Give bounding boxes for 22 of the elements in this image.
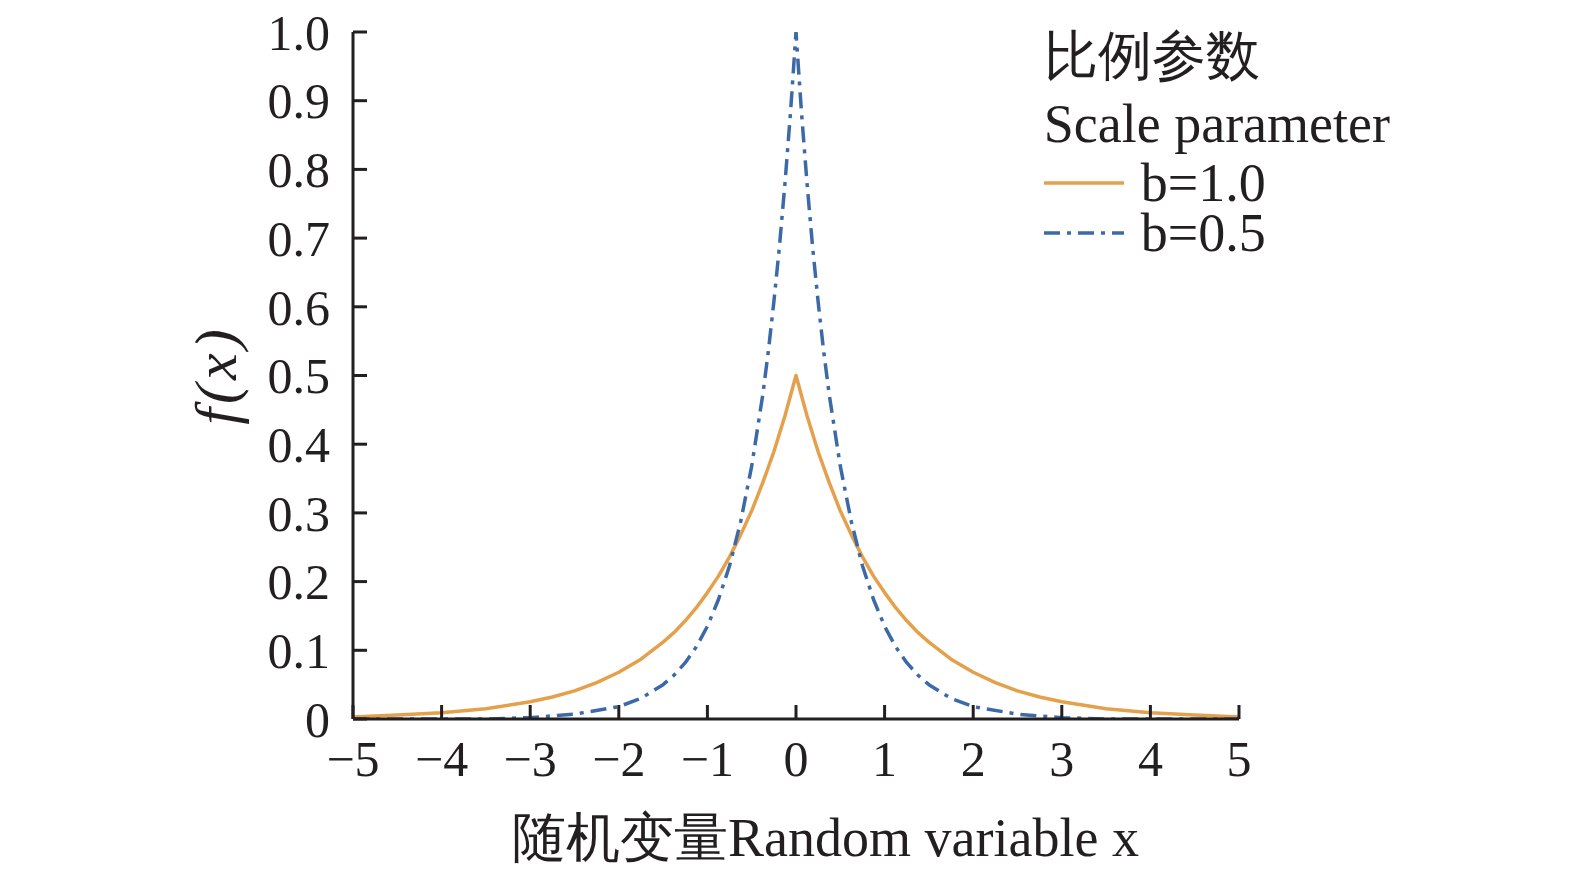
y-axis-title: f(x) — [183, 325, 249, 425]
y-tick-label: 1.0 — [267, 4, 330, 61]
x-tick-label: 1 — [872, 730, 898, 787]
x-tick-label: 3 — [1049, 730, 1075, 787]
x-tick-label: −1 — [680, 730, 734, 787]
y-tick-label: 0.5 — [267, 348, 330, 405]
x-tick-label: 5 — [1226, 730, 1252, 787]
x-tick-label: 4 — [1137, 730, 1163, 787]
x-axis-title: 随机变量Random variable x — [512, 808, 1139, 868]
y-tick-label: 0.4 — [267, 416, 330, 473]
y-tick-label: 0.7 — [267, 210, 330, 267]
x-tick-label: 2 — [960, 730, 986, 787]
y-tick-label: 0.6 — [267, 279, 330, 336]
x-tick-label: −2 — [592, 730, 646, 787]
y-tick-label: 0.9 — [267, 73, 330, 130]
x-tick-label: −3 — [503, 730, 557, 787]
y-tick-label: 0.1 — [267, 623, 330, 680]
x-tick-label: −4 — [415, 730, 469, 787]
y-tick-label: 0.2 — [267, 554, 330, 611]
x-tick-label: 0 — [783, 730, 809, 787]
y-tick-label: 0.3 — [267, 485, 330, 542]
y-tick-label: 0.8 — [267, 142, 330, 199]
